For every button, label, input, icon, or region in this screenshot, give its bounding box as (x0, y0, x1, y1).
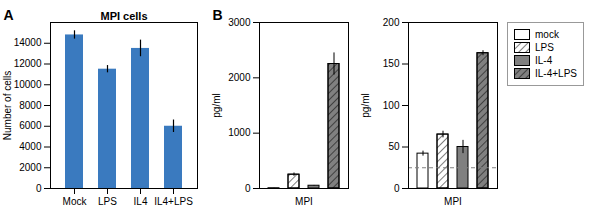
svg-text:100: 100 (383, 100, 400, 111)
svg-text:2000: 2000 (228, 72, 251, 83)
svg-text:B: B (213, 7, 223, 23)
svg-text:Mock: Mock (63, 196, 88, 207)
svg-text:0: 0 (394, 183, 400, 194)
svg-text:150: 150 (383, 58, 400, 69)
svg-text:Number of cells: Number of cells (2, 71, 13, 140)
svg-text:50: 50 (388, 141, 400, 152)
svg-text:pg/ml: pg/ml (211, 93, 222, 117)
svg-text:200: 200 (383, 17, 400, 28)
svg-text:4000: 4000 (19, 141, 42, 152)
svg-text:MPI cells: MPI cells (100, 10, 147, 22)
svg-text:0: 0 (36, 183, 42, 194)
svg-text:IL4+LPS: IL4+LPS (154, 196, 193, 207)
svg-text:0: 0 (245, 183, 251, 194)
svg-text:6000: 6000 (19, 120, 42, 131)
svg-text:MPI: MPI (295, 196, 313, 207)
svg-text:MPI: MPI (444, 196, 462, 207)
svg-text:14000: 14000 (14, 37, 42, 48)
svg-text:A: A (4, 7, 14, 23)
html-text:IL-4: IL-4 (535, 55, 553, 66)
svg-text:10000: 10000 (14, 79, 42, 90)
html-text:mock: mock (535, 29, 559, 40)
svg-text:IL4: IL4 (134, 196, 148, 207)
svg-text:8000: 8000 (19, 100, 42, 111)
html-text:IL-4+LPS: IL-4+LPS (535, 68, 577, 79)
svg-text:1000: 1000 (228, 127, 251, 138)
svg-text:3000: 3000 (228, 17, 251, 28)
svg-text:pg/ml: pg/ml (360, 93, 371, 117)
svg-text:2000: 2000 (19, 162, 42, 173)
html-text:LPS: LPS (535, 42, 554, 53)
svg-text:12000: 12000 (14, 58, 42, 69)
svg-text:LPS: LPS (98, 196, 117, 207)
